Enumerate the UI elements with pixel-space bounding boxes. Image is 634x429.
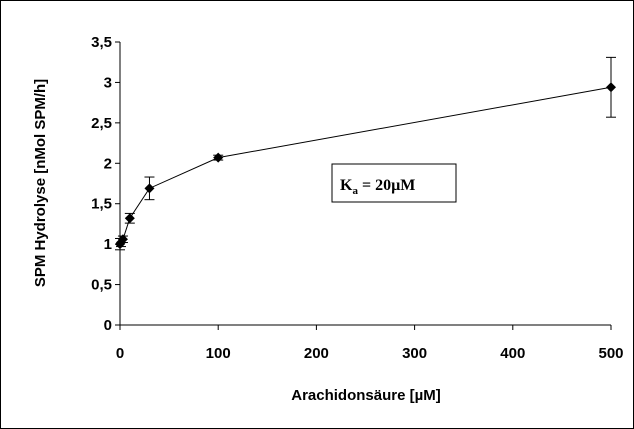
x-tick-label: 0: [116, 345, 124, 362]
data-point-marker: [606, 82, 616, 93]
ka-annotation: Ka = 20µM: [331, 163, 457, 203]
y-tick-label: 2: [104, 155, 112, 172]
y-tick-label: 0,5: [91, 277, 112, 294]
y-tick-label: 0: [104, 317, 112, 334]
y-tick-label: 3,5: [91, 34, 112, 51]
y-tick-label: 2,5: [91, 115, 112, 132]
x-tick-label: 400: [500, 345, 525, 362]
ka-label-rest: = 20µM: [358, 177, 415, 194]
data-point-marker: [213, 152, 224, 163]
y-tick-label: 1: [104, 236, 112, 253]
x-tick-label: 300: [402, 345, 427, 362]
x-tick-label: 500: [598, 345, 623, 362]
data-point-marker: [117, 234, 128, 245]
data-series: [115, 56, 616, 251]
data-point-marker: [124, 213, 135, 224]
ka-label-main: K: [340, 177, 353, 194]
axes: [115, 41, 612, 330]
x-axis-title: Arachidonsäure [µM]: [291, 387, 441, 404]
x-tick-label: 100: [206, 345, 231, 362]
data-point-marker: [144, 183, 155, 194]
y-tick-label: 1,5: [91, 196, 112, 213]
svg-text:Ka = 20µM: Ka = 20µM: [340, 177, 415, 197]
y-tick-label: 3: [104, 74, 112, 91]
ka-label-sub: a: [352, 185, 358, 197]
y-axis-title: SPM Hydrolyse [nMol SPM/h]: [32, 79, 49, 287]
x-tick-label: 200: [304, 345, 329, 362]
tick-labels: 0 0,5 1 1,5 2 2,5 3 3,5 0 100 200 300 400 500: [91, 34, 623, 362]
